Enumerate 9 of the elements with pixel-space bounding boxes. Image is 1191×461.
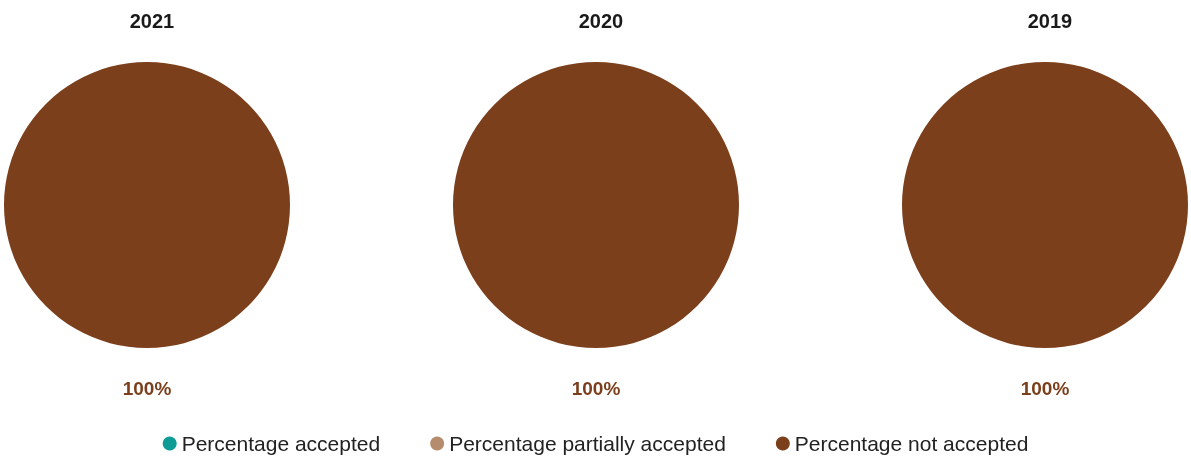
data-label: 100% <box>122 377 172 399</box>
legend-label: Percentage accepted <box>181 432 381 455</box>
legend-label: Percentage partially accepted <box>449 432 726 455</box>
legend-label: Percentage not accepted <box>794 432 1029 455</box>
data-label: 100% <box>571 377 621 399</box>
data-label: 100% <box>1020 377 1070 399</box>
slice-label: 2020 <box>578 10 624 32</box>
slice-label: 2021 <box>129 10 175 32</box>
slice-label: 2019 <box>1027 10 1073 32</box>
